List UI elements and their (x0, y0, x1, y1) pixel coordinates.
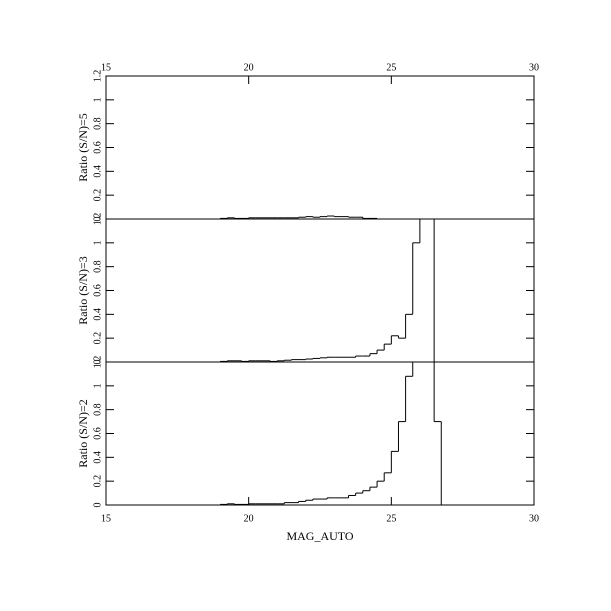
y-tick-label: 0.4 (92, 451, 103, 464)
plot-frame (105, 361, 535, 506)
histogram (220, 362, 477, 505)
y-tick-label: 0 (92, 217, 103, 222)
y-tick-label: 0.2 (92, 475, 103, 488)
plot-frame (105, 218, 535, 363)
y-tick-label: 0.6 (92, 141, 103, 154)
y-tick-label: 1.2 (92, 356, 103, 369)
x-tick-label: 30 (529, 513, 539, 524)
x-tick-label: 20 (244, 513, 254, 524)
y-tick-label: 1 (92, 97, 103, 102)
histogram (220, 219, 477, 362)
x-tick-label: 20 (244, 62, 254, 73)
y-tick-label: 0.8 (92, 260, 103, 273)
y-tick-label: 1 (92, 383, 103, 388)
y-tick-label: 0.6 (92, 427, 103, 440)
y-tick-label: 0.2 (92, 332, 103, 345)
x-tick-label: 15 (101, 62, 111, 73)
y-tick-label: 0.2 (92, 189, 103, 202)
y-axis-label: Ratio (S/N)=2 (76, 399, 90, 467)
histogram (220, 215, 477, 219)
y-axis-label: Ratio (S/N)=5 (76, 113, 90, 181)
y-tick-label: 0.4 (92, 165, 103, 178)
y-tick-label: 1.2 (92, 70, 103, 83)
y-axis-label: Ratio (S/N)=3 (76, 256, 90, 324)
x-tick-label: 30 (529, 62, 539, 73)
x-axis-label: MAG_AUTO (286, 529, 353, 543)
x-tick-label: 25 (386, 513, 396, 524)
y-tick-label: 0 (92, 503, 103, 508)
y-tick-label: 0.8 (92, 403, 103, 416)
y-tick-label: 0.8 (92, 117, 103, 129)
y-tick-label: 0.6 (92, 284, 103, 297)
plot-frame (105, 75, 535, 220)
y-tick-label: 0.4 (92, 308, 103, 321)
x-tick-label: 25 (386, 62, 396, 73)
y-tick-label: 1 (92, 240, 103, 245)
x-tick-label: 15 (101, 513, 111, 524)
y-tick-label: 0 (92, 360, 103, 365)
y-tick-label: 1.2 (92, 213, 103, 226)
